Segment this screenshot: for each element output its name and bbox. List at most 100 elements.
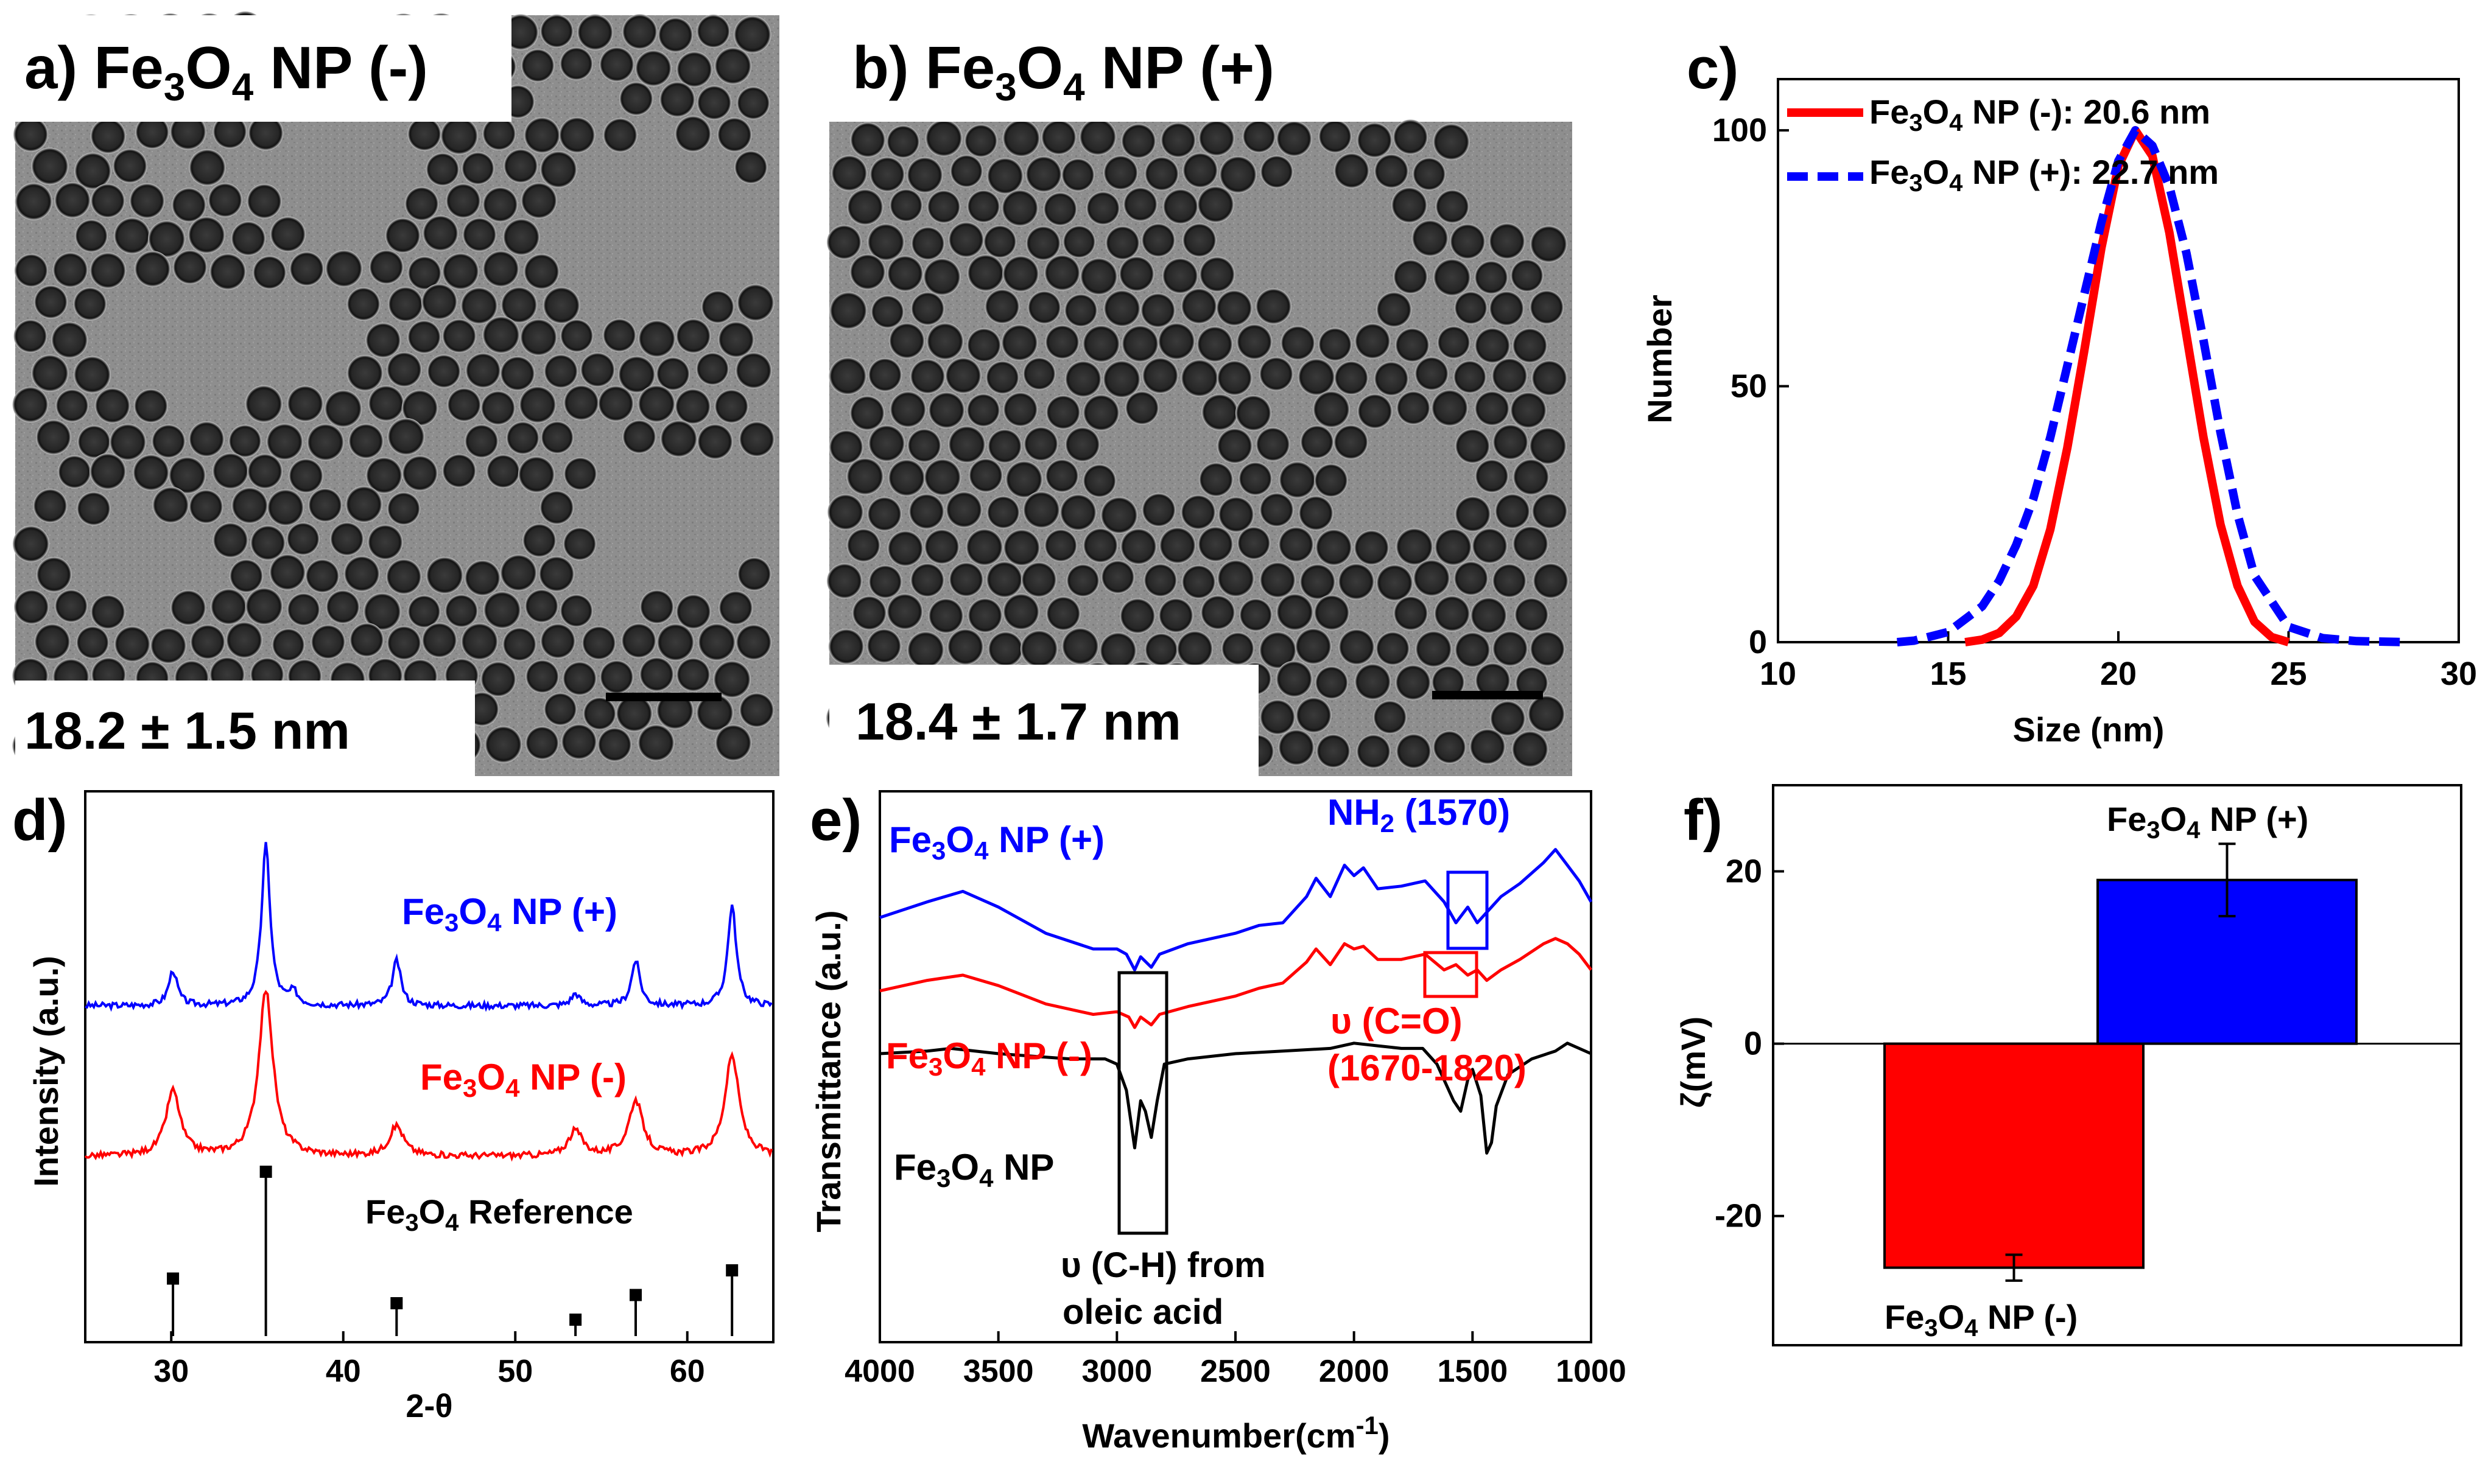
- nanoparticle: [1300, 425, 1334, 459]
- nanoparticle: [911, 226, 945, 261]
- panel-label-c: c): [1687, 36, 1738, 101]
- nanoparticle: [697, 424, 733, 460]
- nanoparticle: [52, 252, 88, 288]
- nanoparticle: [928, 391, 965, 429]
- series-line-e: [879, 1041, 1592, 1155]
- nanoparticle: [270, 216, 306, 253]
- y-tick-label-f: 0: [1744, 1026, 1762, 1062]
- nanoparticle: [248, 115, 284, 151]
- nanoparticle: [426, 556, 463, 594]
- nanoparticle: [76, 626, 110, 659]
- ticks-d: 30 40 50 60: [153, 1331, 705, 1389]
- nanoparticle: [985, 360, 1019, 394]
- nanoparticle: [924, 529, 960, 565]
- nanoparticle: [465, 352, 501, 388]
- nanoparticle: [1298, 495, 1333, 531]
- nanoparticle: [1434, 528, 1472, 566]
- nanoparticle: [1221, 632, 1254, 665]
- nanoparticle: [520, 318, 558, 356]
- nanoparticle: [1513, 458, 1550, 495]
- nanoparticle: [1492, 563, 1527, 598]
- annotation-co-line2: (1670-1820): [1327, 1048, 1527, 1088]
- nanoparticle: [734, 150, 768, 184]
- nanoparticle: [735, 352, 772, 389]
- nanoparticle: [1259, 631, 1297, 669]
- nanoparticle: [482, 250, 519, 287]
- legend-label-blue: Fe3O4 NP (+): 22.7 nm: [1869, 153, 2219, 197]
- nanoparticle: [486, 454, 521, 489]
- nanoparticle: [719, 590, 753, 625]
- nanoparticle: [1045, 395, 1081, 430]
- nanoparticle: [14, 253, 48, 287]
- nanoparticle: [171, 187, 206, 223]
- nanoparticle: [1533, 562, 1569, 599]
- nanoparticle: [504, 149, 538, 183]
- nanoparticle: [1022, 491, 1060, 529]
- nanoparticle: [1298, 358, 1335, 396]
- nanoparticle: [213, 522, 248, 558]
- nanoparticle: [1198, 462, 1234, 497]
- nanoparticle: [330, 522, 364, 556]
- nanoparticle: [829, 292, 868, 330]
- nanoparticle: [287, 385, 324, 422]
- nanoparticle: [518, 456, 555, 493]
- nanoparticle: [1455, 429, 1491, 464]
- nanoparticle: [985, 289, 1020, 324]
- nanoparticle: [714, 47, 752, 85]
- nanoparticle: [1354, 530, 1390, 565]
- nanoparticle: [560, 319, 594, 352]
- nanoparticle: [718, 321, 754, 358]
- nanoparticle: [1255, 288, 1292, 324]
- nanoparticle: [1455, 495, 1491, 533]
- nanoparticle: [1161, 122, 1196, 158]
- nanoparticle: [34, 623, 71, 660]
- nanoparticle: [1140, 293, 1176, 328]
- bar-f: [1883, 1042, 2145, 1269]
- nanoparticle: [482, 117, 516, 151]
- highlight-box-nh2: [1446, 870, 1489, 950]
- nanoparticle: [577, 14, 614, 51]
- x-tick-label-e: 3500: [963, 1354, 1034, 1389]
- nanoparticle: [887, 593, 923, 630]
- nanoparticle: [1144, 563, 1178, 597]
- nanoparticle: [1256, 427, 1290, 462]
- nanoparticle: [109, 424, 147, 461]
- nanoparticle: [870, 156, 905, 192]
- nanoparticle: [1125, 391, 1159, 425]
- nanoparticle: [1315, 666, 1349, 699]
- nanoparticle: [968, 598, 1003, 633]
- panel-label-d: d): [12, 788, 68, 853]
- nanoparticle: [76, 491, 111, 526]
- nanoparticle: [525, 659, 560, 693]
- nanoparticle: [350, 623, 384, 657]
- nanoparticle: [1494, 493, 1530, 530]
- nanoparticle: [346, 287, 381, 321]
- nanoparticle: [658, 17, 694, 53]
- nanoparticle: [426, 152, 460, 186]
- reference-marker: [259, 1166, 272, 1178]
- nanoparticle: [13, 117, 49, 152]
- nanoparticle: [1141, 223, 1176, 257]
- nanoparticle: [1122, 325, 1159, 363]
- nanoparticle: [225, 621, 263, 659]
- nanoparticle: [209, 253, 247, 290]
- nanoparticle: [736, 624, 772, 660]
- nanoparticle: [867, 223, 905, 261]
- nanoparticle: [967, 190, 1000, 223]
- nanoparticle: [213, 114, 247, 149]
- nanoparticle: [1022, 357, 1056, 390]
- nanoparticle: [948, 222, 985, 258]
- nanoparticle: [539, 490, 574, 525]
- nanoparticle: [1474, 261, 1508, 295]
- nanoparticle: [559, 117, 596, 153]
- nanoparticle: [1238, 461, 1273, 496]
- nanoparticle: [190, 624, 226, 660]
- nanoparticle: [638, 724, 675, 761]
- nanoparticle: [1455, 632, 1491, 668]
- nanoparticle: [1105, 226, 1140, 261]
- nanoparticle: [1001, 324, 1038, 362]
- nanoparticle: [1027, 290, 1061, 324]
- y-tick-label-c: 0: [1749, 624, 1767, 660]
- nanoparticle: [847, 189, 884, 226]
- nanoparticle: [1333, 424, 1369, 460]
